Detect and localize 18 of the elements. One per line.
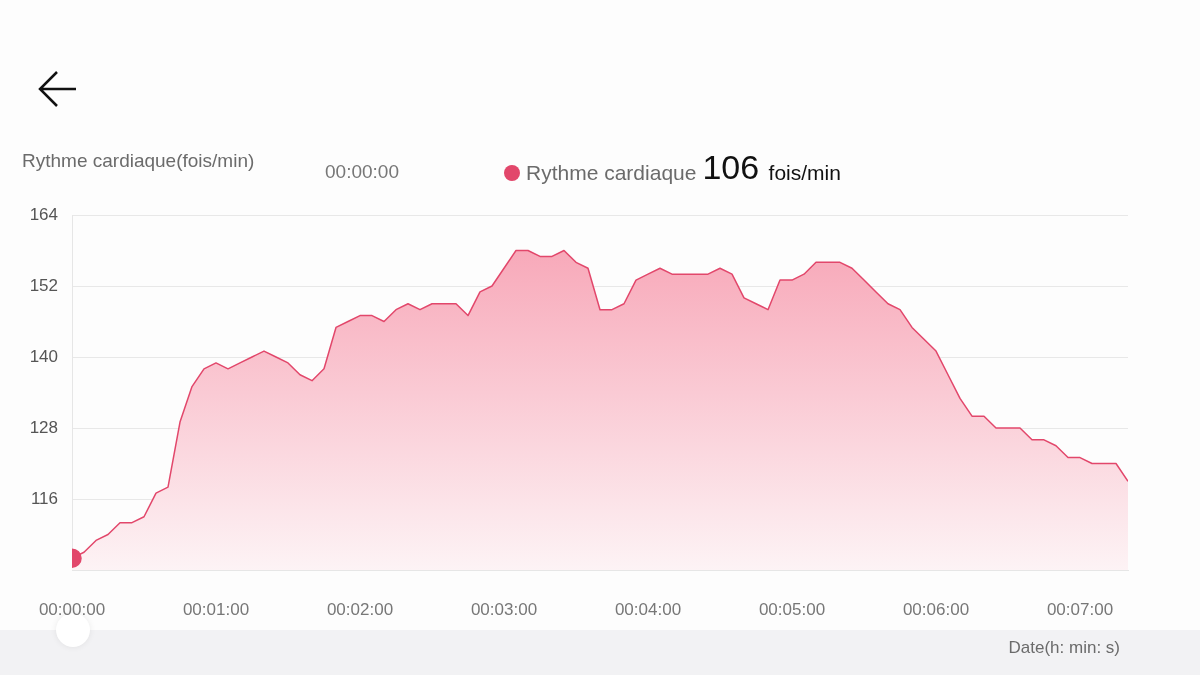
y-tick-label: 152 <box>29 275 58 295</box>
x-tick-label: 00:07:00 <box>1046 599 1114 619</box>
x-tick-label: 00:01:00 <box>182 599 250 619</box>
y-tick-label: 164 <box>29 204 58 224</box>
legend-label: Rythme cardiaque <box>526 160 697 184</box>
x-tick-label: 00:04:00 <box>614 599 682 619</box>
x-tick-label: 00:06:00 <box>902 599 970 619</box>
y-tick-label: 140 <box>29 346 58 366</box>
y-tick-label: 128 <box>29 417 58 437</box>
x-axis-title: Date(h: min: s) <box>1008 637 1120 657</box>
x-tick-label: 00:02:00 <box>326 599 394 619</box>
text: 106 fois/min <box>702 148 841 187</box>
x-tick-label: 00:05:00 <box>758 599 826 619</box>
y-axis-title: Rythme cardiaque(fois/min) <box>22 150 255 172</box>
x-tick-label: 00:00:00 <box>38 599 106 619</box>
x-tick-label: 00:03:00 <box>470 599 538 619</box>
y-tick-label: 116 <box>30 488 58 508</box>
text: 00:00:00 <box>325 161 399 183</box>
